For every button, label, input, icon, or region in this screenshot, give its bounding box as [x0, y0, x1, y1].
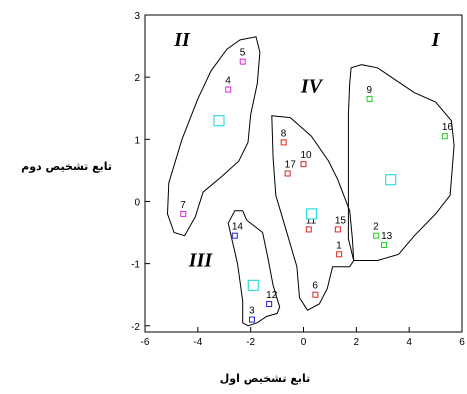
- data-point-label: 13: [381, 231, 393, 242]
- data-point-label: 5: [240, 48, 246, 59]
- group-centroid: [213, 115, 225, 127]
- y-axis-title: تابع تشخيص دوم: [21, 160, 112, 173]
- data-point-label: 15: [335, 215, 347, 226]
- data-point: [231, 232, 238, 239]
- data-point-label: 1: [336, 240, 342, 251]
- y-tick-label: -1: [131, 260, 140, 271]
- data-point-label: 10: [301, 150, 313, 161]
- data-point-label: 3: [249, 306, 255, 317]
- x-tick-label: -2: [246, 337, 255, 348]
- y-tick-label: 0: [134, 197, 140, 208]
- data-point: [381, 241, 388, 248]
- data-point: [366, 95, 373, 102]
- data-point: [441, 133, 448, 140]
- data-point: [280, 139, 287, 146]
- data-point: [180, 210, 187, 217]
- data-point-label: 14: [232, 222, 244, 233]
- group-label: II: [173, 29, 191, 51]
- data-point: [225, 86, 232, 93]
- data-point-label: 8: [281, 128, 287, 139]
- data-point-label: 12: [266, 290, 278, 301]
- group-label: IV: [300, 76, 324, 98]
- plot-frame: [144, 14, 463, 333]
- data-point: [284, 170, 291, 177]
- y-tick-label: -2: [131, 322, 140, 333]
- data-point-label: 16: [442, 122, 454, 133]
- x-tick-label: -4: [193, 337, 202, 348]
- group-label: III: [188, 250, 214, 272]
- data-point-label: 9: [367, 85, 373, 96]
- group-centroid: [385, 174, 397, 186]
- data-point: [336, 251, 343, 258]
- cluster-outline-iv: [271, 115, 355, 311]
- cluster-outline-iii: [227, 210, 281, 327]
- data-point: [305, 226, 312, 233]
- data-point-label: 2: [373, 222, 379, 233]
- y-tick-label: 3: [134, 11, 140, 22]
- x-tick-label: 0: [301, 337, 307, 348]
- data-point-label: 17: [285, 160, 297, 171]
- data-point-label: 6: [312, 281, 318, 292]
- data-point-label: 4: [225, 76, 231, 87]
- data-point: [248, 316, 255, 323]
- cluster-outline-ii: [166, 36, 261, 237]
- cluster-outline-i: [347, 64, 455, 261]
- data-point: [266, 301, 273, 308]
- data-point: [334, 226, 341, 233]
- x-tick-label: 6: [459, 337, 465, 348]
- group-label: I: [431, 29, 441, 51]
- x-axis-title: تابع تشخيص اول: [219, 372, 311, 385]
- data-point-label: 11: [306, 215, 317, 226]
- y-tick-label: 1: [134, 135, 140, 146]
- data-point-label: 7: [180, 200, 186, 211]
- data-point: [312, 291, 319, 298]
- data-point: [300, 161, 307, 168]
- data-point: [239, 58, 246, 65]
- group-centroid: [247, 279, 259, 291]
- group-centroid: [305, 208, 318, 220]
- data-point: [373, 232, 380, 239]
- y-tick-label: 2: [134, 73, 140, 84]
- x-tick-label: -6: [141, 337, 150, 348]
- cluster-regions: [166, 36, 455, 327]
- x-tick-label: 2: [354, 337, 360, 348]
- x-tick-label: 4: [406, 337, 412, 348]
